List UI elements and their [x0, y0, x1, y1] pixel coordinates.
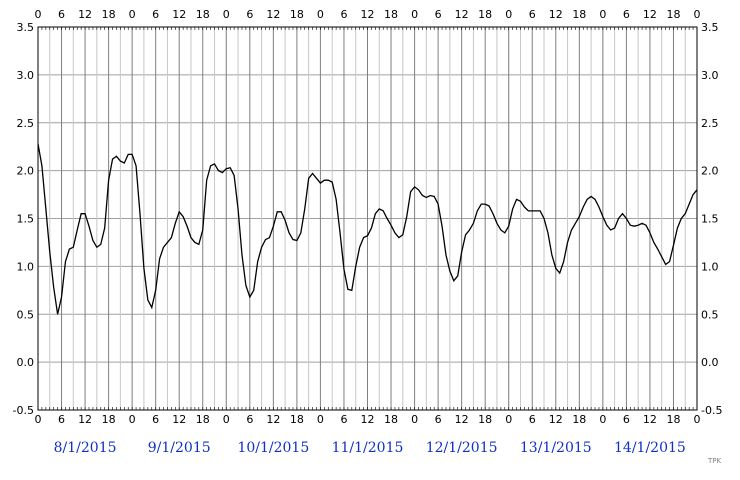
x-hour-label-bottom: 18: [102, 413, 116, 426]
y-tick-label-left: 2.5: [17, 117, 35, 130]
y-tick-label-right: 1.0: [701, 260, 719, 273]
x-hour-label-top: 18: [196, 8, 210, 21]
x-hour-label-top: 18: [102, 8, 116, 21]
x-hour-label-bottom: 0: [223, 413, 230, 426]
y-tick-label-left: 3.0: [17, 69, 35, 82]
credit-label: TPK: [707, 457, 721, 465]
x-hour-label-top: 12: [266, 8, 280, 21]
x-hour-label-bottom: 18: [196, 413, 210, 426]
y-tick-label-left: 2.0: [17, 165, 35, 178]
date-label: 13/1/2015: [520, 440, 592, 456]
x-hour-label-top: 0: [317, 8, 324, 21]
x-hour-label-top: 18: [572, 8, 586, 21]
x-hour-label-top: 18: [290, 8, 304, 21]
y-tick-label-right: 2.0: [701, 165, 719, 178]
x-hour-label-top: 6: [58, 8, 65, 21]
y-tick-label-left: 3.5: [17, 21, 35, 34]
x-hour-label-top: 0: [35, 8, 42, 21]
date-label: 10/1/2015: [237, 440, 309, 456]
x-hour-label-bottom: 0: [694, 413, 701, 426]
series-line: [37, 143, 698, 315]
chart-grid: [37, 26, 698, 411]
y-tick-label-left: 1.0: [17, 260, 35, 273]
x-hour-label-bottom: 6: [529, 413, 536, 426]
y-tick-label-left: 0.5: [17, 308, 35, 321]
x-hour-label-bottom: 6: [340, 413, 347, 426]
x-hour-label-bottom: 18: [478, 413, 492, 426]
y-tick-label-right: -0.5: [701, 404, 722, 417]
x-hour-label-top: 6: [529, 8, 536, 21]
x-hour-label-bottom: 0: [505, 413, 512, 426]
date-label: 8/1/2015: [54, 440, 117, 456]
x-hour-label-top: 6: [623, 8, 630, 21]
x-hour-label-top: 12: [643, 8, 657, 21]
x-hour-label-bottom: 12: [266, 413, 280, 426]
x-hour-label-top: 0: [694, 8, 701, 21]
x-hour-label-bottom: 18: [666, 413, 680, 426]
y-axis-labels: -0.5 -0.5 0.0 0.0 0.5 0.5 1.0 1.0 1.5 1.5 2.0 2.0 2.…: [13, 21, 723, 417]
x-hour-label-bottom: 6: [58, 413, 65, 426]
x-hour-label-bottom: 12: [455, 413, 469, 426]
date-labels: 8/1/2015 9/1/2015 10/1/2015 11/1/2015 12/1/2…: [54, 440, 686, 456]
x-hour-label-bottom: 12: [549, 413, 563, 426]
date-label: 14/1/2015: [614, 440, 686, 456]
date-label: 12/1/2015: [426, 440, 498, 456]
x-hour-label-bottom: 12: [361, 413, 375, 426]
x-hour-label-bottom: 0: [317, 413, 324, 426]
y-tick-label-right: 3.5: [701, 21, 719, 34]
x-hour-labels: 0 0 6 6 12 12 18 18 0 0 6 6 12 12 18 18 0 0 6 6 12 12 18 18 0 0 6 6…: [35, 8, 701, 426]
y-tick-label-right: 0.5: [701, 308, 719, 321]
x-hour-label-top: 6: [435, 8, 442, 21]
x-hour-label-top: 6: [246, 8, 253, 21]
x-hour-label-top: 0: [223, 8, 230, 21]
date-label: 9/1/2015: [148, 440, 211, 456]
y-tick-label-left: 1.5: [17, 213, 35, 226]
plot-frame: [37, 26, 698, 411]
x-hour-label-bottom: 12: [172, 413, 186, 426]
x-hour-label-top: 0: [129, 8, 136, 21]
x-hour-label-bottom: 0: [129, 413, 136, 426]
x-hour-label-bottom: 0: [35, 413, 42, 426]
x-hour-label-top: 0: [505, 8, 512, 21]
x-hour-label-bottom: 12: [78, 413, 92, 426]
date-label: 11/1/2015: [332, 440, 404, 456]
y-tick-label-left: -0.5: [13, 404, 34, 417]
x-hour-label-top: 12: [78, 8, 92, 21]
x-hour-label-top: 0: [599, 8, 606, 21]
x-hour-label-bottom: 0: [599, 413, 606, 426]
y-tick-label-right: 3.0: [701, 69, 719, 82]
x-hour-label-top: 12: [361, 8, 375, 21]
x-hour-label-bottom: 6: [623, 413, 630, 426]
x-hour-label-top: 6: [152, 8, 159, 21]
x-hour-label-top: 12: [549, 8, 563, 21]
x-hour-label-bottom: 0: [411, 413, 418, 426]
x-hour-label-top: 0: [411, 8, 418, 21]
y-tick-label-left: 0.0: [17, 356, 35, 369]
x-hour-label-top: 18: [384, 8, 398, 21]
x-hour-label-bottom: 6: [152, 413, 159, 426]
x-hour-label-bottom: 18: [572, 413, 586, 426]
x-hour-label-bottom: 6: [246, 413, 253, 426]
x-hour-label-bottom: 18: [290, 413, 304, 426]
x-hour-label-bottom: 18: [384, 413, 398, 426]
x-hour-label-bottom: 12: [643, 413, 657, 426]
x-hour-label-top: 12: [172, 8, 186, 21]
x-hour-label-top: 18: [478, 8, 492, 21]
x-hour-label-top: 12: [455, 8, 469, 21]
x-hour-label-bottom: 6: [435, 413, 442, 426]
y-tick-label-right: 2.5: [701, 117, 719, 130]
y-tick-label-right: 0.0: [701, 356, 719, 369]
y-tick-label-right: 1.5: [701, 213, 719, 226]
x-hour-label-top: 18: [666, 8, 680, 21]
x-hour-label-top: 6: [340, 8, 347, 21]
